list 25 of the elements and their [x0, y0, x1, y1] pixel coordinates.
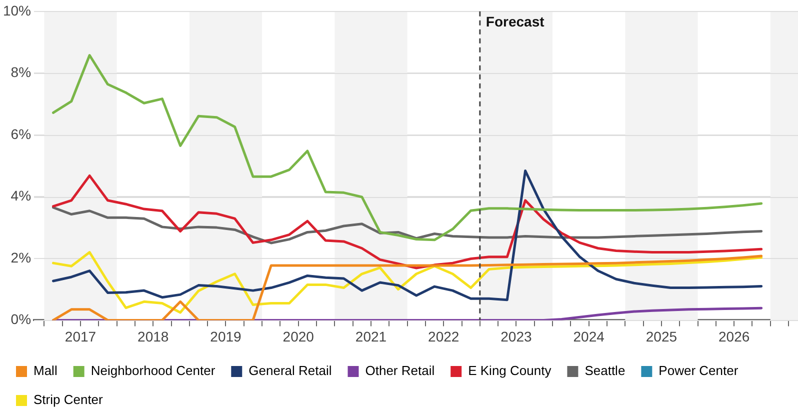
legend-label: Neighborhood Center — [90, 363, 216, 378]
y-tick-label: 6% — [10, 126, 32, 142]
x-tick-label: 2025 — [646, 328, 678, 344]
legend-label: Seattle — [584, 363, 626, 378]
x-tick-label: 2021 — [355, 328, 387, 344]
x-tick-label: 2022 — [428, 328, 460, 344]
y-tick-label: 10% — [2, 2, 32, 18]
x-tick-label: 2019 — [210, 328, 242, 344]
y-tick-label: 4% — [10, 188, 32, 204]
x-tick-label: 2026 — [718, 328, 750, 344]
y-tick-label: 0% — [10, 311, 32, 328]
legend-label: Power Center — [658, 363, 739, 378]
y-tick-label: 2% — [10, 249, 32, 266]
x-tick-label: 2024 — [573, 328, 605, 344]
x-tick-label: 2017 — [64, 328, 96, 344]
y-tick-label: 8% — [10, 64, 32, 80]
x-tick-label: 2020 — [282, 328, 314, 344]
legend-label: General Retail — [248, 363, 332, 378]
x-tick-label: 2023 — [500, 328, 532, 344]
legend-label: Mall — [34, 363, 58, 378]
legend-label: E King County — [468, 363, 552, 378]
ref-line-label: Forecast — [486, 13, 545, 30]
legend-label: Other Retail — [365, 363, 435, 378]
x-tick-label: 2018 — [138, 328, 169, 344]
legend-label: Strip Center — [34, 392, 104, 408]
